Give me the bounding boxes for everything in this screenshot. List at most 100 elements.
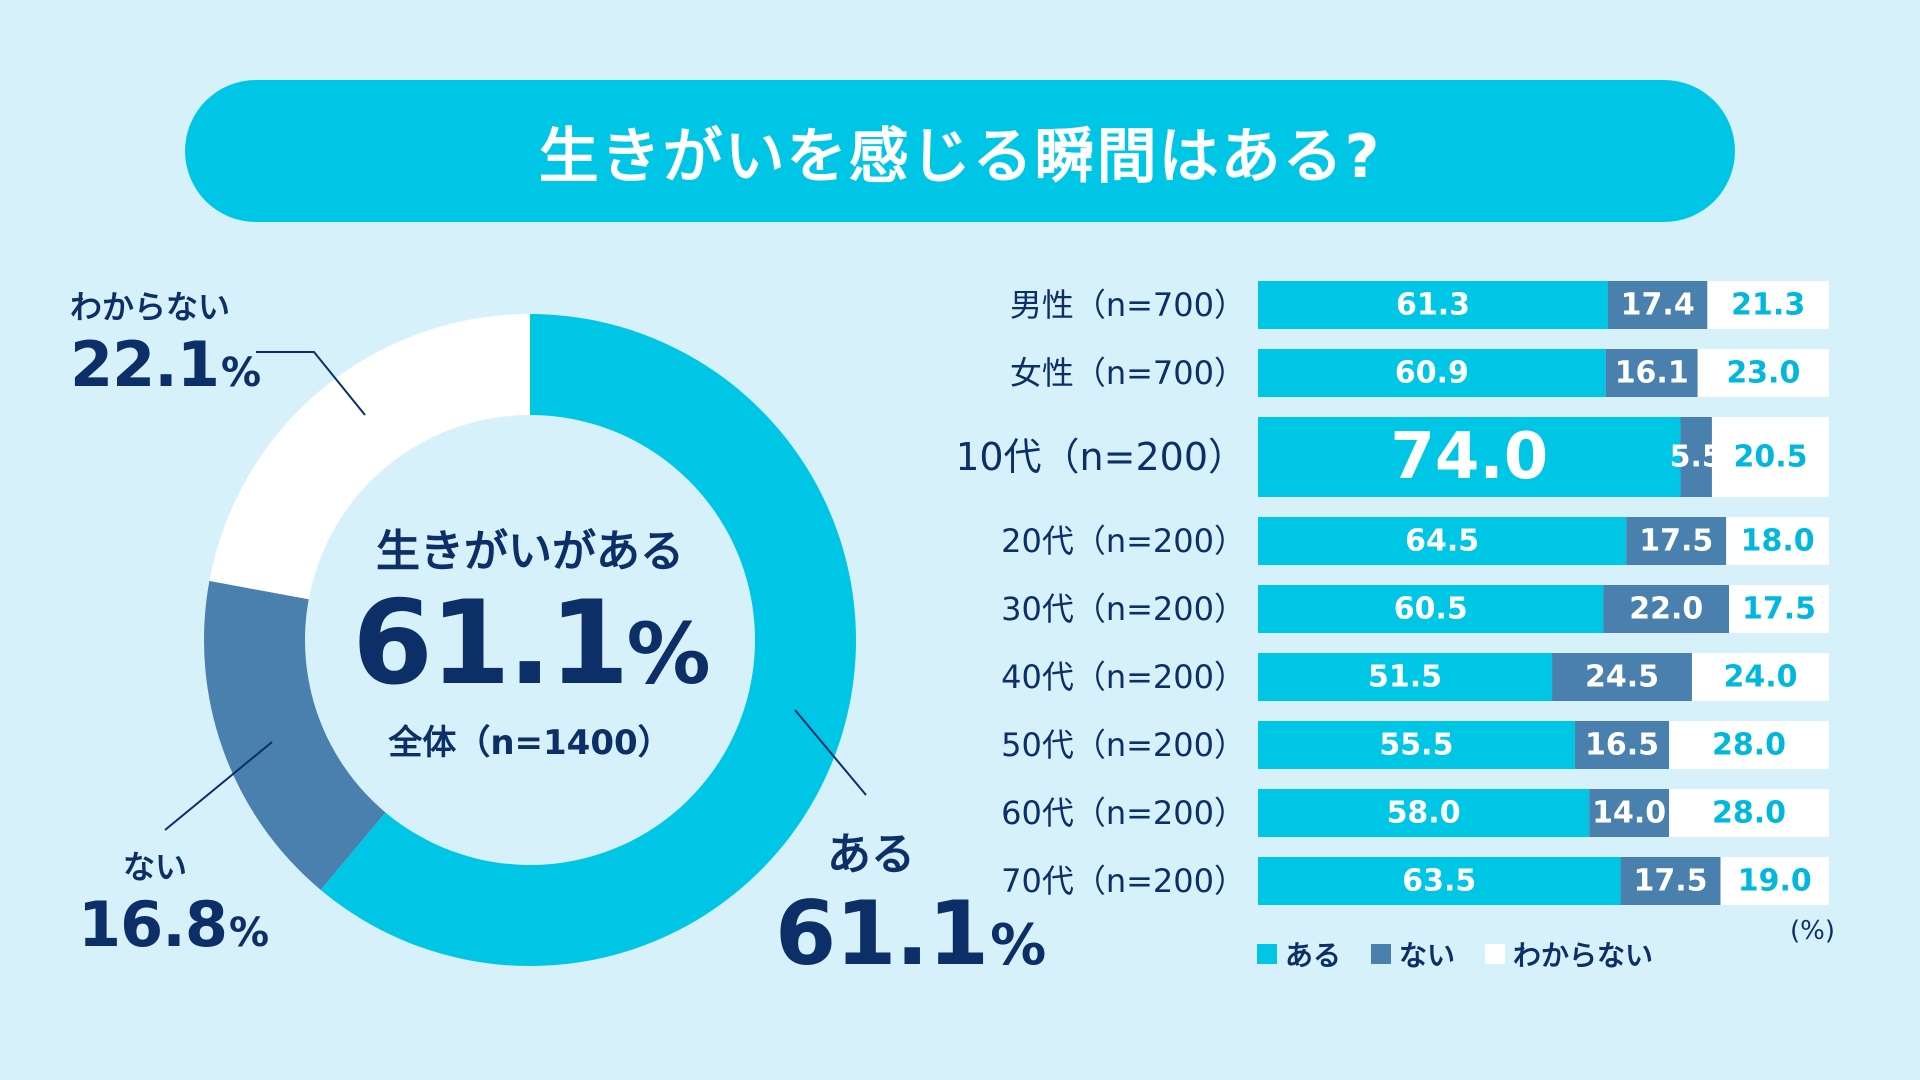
legend-item-unknown: わからない [1485, 934, 1653, 974]
bar-segment-no [1552, 653, 1692, 701]
bar-category-label: 10代（n=200） [960, 435, 1246, 479]
bar-segment-unknown [1720, 857, 1829, 905]
bar-segment-yes [1258, 653, 1553, 701]
bar-category-label: 女性（n=700） [1010, 354, 1246, 392]
slice-name-no: ない [123, 848, 188, 886]
bar-segment-no [1680, 417, 1712, 497]
bar-segment-no [1603, 585, 1730, 633]
bar-value-label-no: 24.5 [1585, 660, 1659, 695]
slice-unit-unknown: % [220, 350, 262, 396]
donut-center-value: 61.1 [352, 576, 629, 711]
bar-segment-no [1620, 857, 1721, 905]
bar-value-label-no: 17.5 [1634, 864, 1708, 899]
bar-segment-unknown [1711, 417, 1829, 497]
bar-value-label-no: 22.0 [1629, 592, 1703, 627]
bar-value-label-yes: 63.5 [1402, 864, 1476, 899]
page-title: 生きがいを感じる瞬間はある? [538, 121, 1382, 192]
bar-category-label: 20代（n=200） [1001, 522, 1246, 560]
leader-line-no [164, 741, 273, 831]
bar-segment-no [1574, 721, 1670, 769]
legend-item-no: ない [1371, 934, 1455, 974]
legend: ある ない わからない [1257, 934, 1653, 974]
bar-value-label-no: 14.0 [1592, 796, 1666, 831]
donut-slice-yes [320, 314, 857, 966]
bar-segment-yes [1258, 857, 1621, 905]
bar-value-label-unknown: 21.3 [1731, 288, 1805, 323]
bar-value-label-no: 17.5 [1639, 524, 1713, 559]
bar-segment-yes [1258, 417, 1681, 497]
bar-segment-unknown [1691, 653, 1829, 701]
bar-value-label-unknown: 18.0 [1741, 524, 1815, 559]
slice-value-no: 16.8 [78, 888, 228, 961]
stacked-bar-chart: 男性（n=700） 61.3 17.4 21.3 女性（n=700） 60.9 16.1 23… [960, 281, 1829, 905]
bar-segment-no [1589, 789, 1670, 837]
bar-value-label-no: 16.5 [1585, 728, 1659, 763]
bar-segment-yes [1258, 281, 1609, 329]
donut-center: 生きがいがある 61.1% 全体（n=1400） [310, 515, 750, 764]
bar-category-label: 70代（n=200） [1001, 862, 1246, 900]
leader-line-yes [794, 709, 867, 796]
legend-label-no: ない [1399, 939, 1456, 972]
bar-category-label: 50代（n=200） [1001, 726, 1246, 764]
bar-value-label-yes: 58.0 [1387, 796, 1461, 831]
bar-segment-yes [1258, 585, 1604, 633]
donut-center-heading: 生きがいがある [376, 526, 684, 577]
bar-value-label-no: 17.4 [1621, 288, 1695, 323]
donut-slice-no [204, 580, 386, 890]
slice-value-unknown: 22.1 [70, 328, 220, 401]
bar-value-label-unknown: 23.0 [1726, 356, 1800, 391]
slice-unit-yes: % [990, 913, 1047, 978]
leader-line-unknown [256, 351, 366, 416]
slice-label-yes: ある 61.1% [775, 818, 1046, 985]
bar-segment-unknown [1669, 721, 1829, 769]
bar-segment-unknown [1726, 517, 1829, 565]
bar-segment-unknown [1697, 349, 1829, 397]
title-banner: 生きがいを感じる瞬間はある? [185, 80, 1735, 222]
bar-segment-yes [1258, 721, 1575, 769]
slice-name-yes: ある [827, 829, 915, 880]
bar-value-label-unknown: 28.0 [1712, 728, 1786, 763]
donut-chart [164, 313, 867, 966]
slice-value-yes: 61.1 [775, 882, 989, 985]
bar-value-label-yes: 51.5 [1368, 660, 1442, 695]
bar-segment-unknown [1669, 789, 1829, 837]
bar-value-label-yes: 74.0 [1390, 420, 1548, 494]
bar-value-label-unknown: 20.5 [1733, 440, 1807, 475]
bar-segment-yes [1258, 349, 1606, 397]
bar-value-label-yes: 60.5 [1394, 592, 1468, 627]
legend-swatch-no [1371, 944, 1392, 964]
bar-segment-unknown [1729, 585, 1829, 633]
bar-value-label-unknown: 19.0 [1738, 864, 1812, 899]
bar-category-label: 40代（n=200） [1001, 658, 1246, 696]
bar-category-label: 30代（n=200） [1001, 590, 1246, 628]
bar-value-label-yes: 60.9 [1395, 356, 1469, 391]
legend-swatch-yes [1257, 944, 1277, 964]
unit-note: (%) [1790, 916, 1835, 946]
slice-label-unknown: わからない 22.1% [70, 282, 261, 401]
bar-segment-no [1608, 281, 1708, 329]
legend-label-unknown: わからない [1513, 939, 1654, 972]
bar-value-label-unknown: 17.5 [1742, 592, 1816, 627]
bar-segment-yes [1258, 789, 1590, 837]
legend-label-yes: ある [1285, 939, 1342, 972]
slice-unit-no: % [228, 910, 270, 956]
bar-category-label: 60代（n=200） [1001, 794, 1246, 832]
slice-label-no: ない 16.8% [78, 842, 269, 961]
bar-segment-yes [1258, 517, 1627, 565]
bar-value-label-yes: 64.5 [1405, 524, 1479, 559]
bar-category-label: 男性（n=700） [1010, 286, 1246, 324]
bar-value-label-yes: 61.3 [1396, 288, 1470, 323]
donut-center-value-row: 61.1% [310, 579, 750, 719]
legend-item-yes: ある [1257, 934, 1341, 974]
bar-segment-no [1626, 517, 1727, 565]
donut-slice-unknown [209, 313, 531, 600]
donut-center-subtitle: 全体（n=1400） [388, 723, 672, 763]
bar-value-label-unknown: 24.0 [1723, 660, 1797, 695]
bar-segment-unknown [1707, 281, 1829, 329]
legend-swatch-unknown [1485, 944, 1506, 964]
bar-value-label-yes: 55.5 [1379, 728, 1453, 763]
bar-segment-no [1605, 349, 1698, 397]
donut-center-unit: % [626, 605, 711, 703]
slice-name-unknown: わからない [70, 288, 231, 326]
bar-value-label-no: 16.1 [1615, 356, 1689, 391]
